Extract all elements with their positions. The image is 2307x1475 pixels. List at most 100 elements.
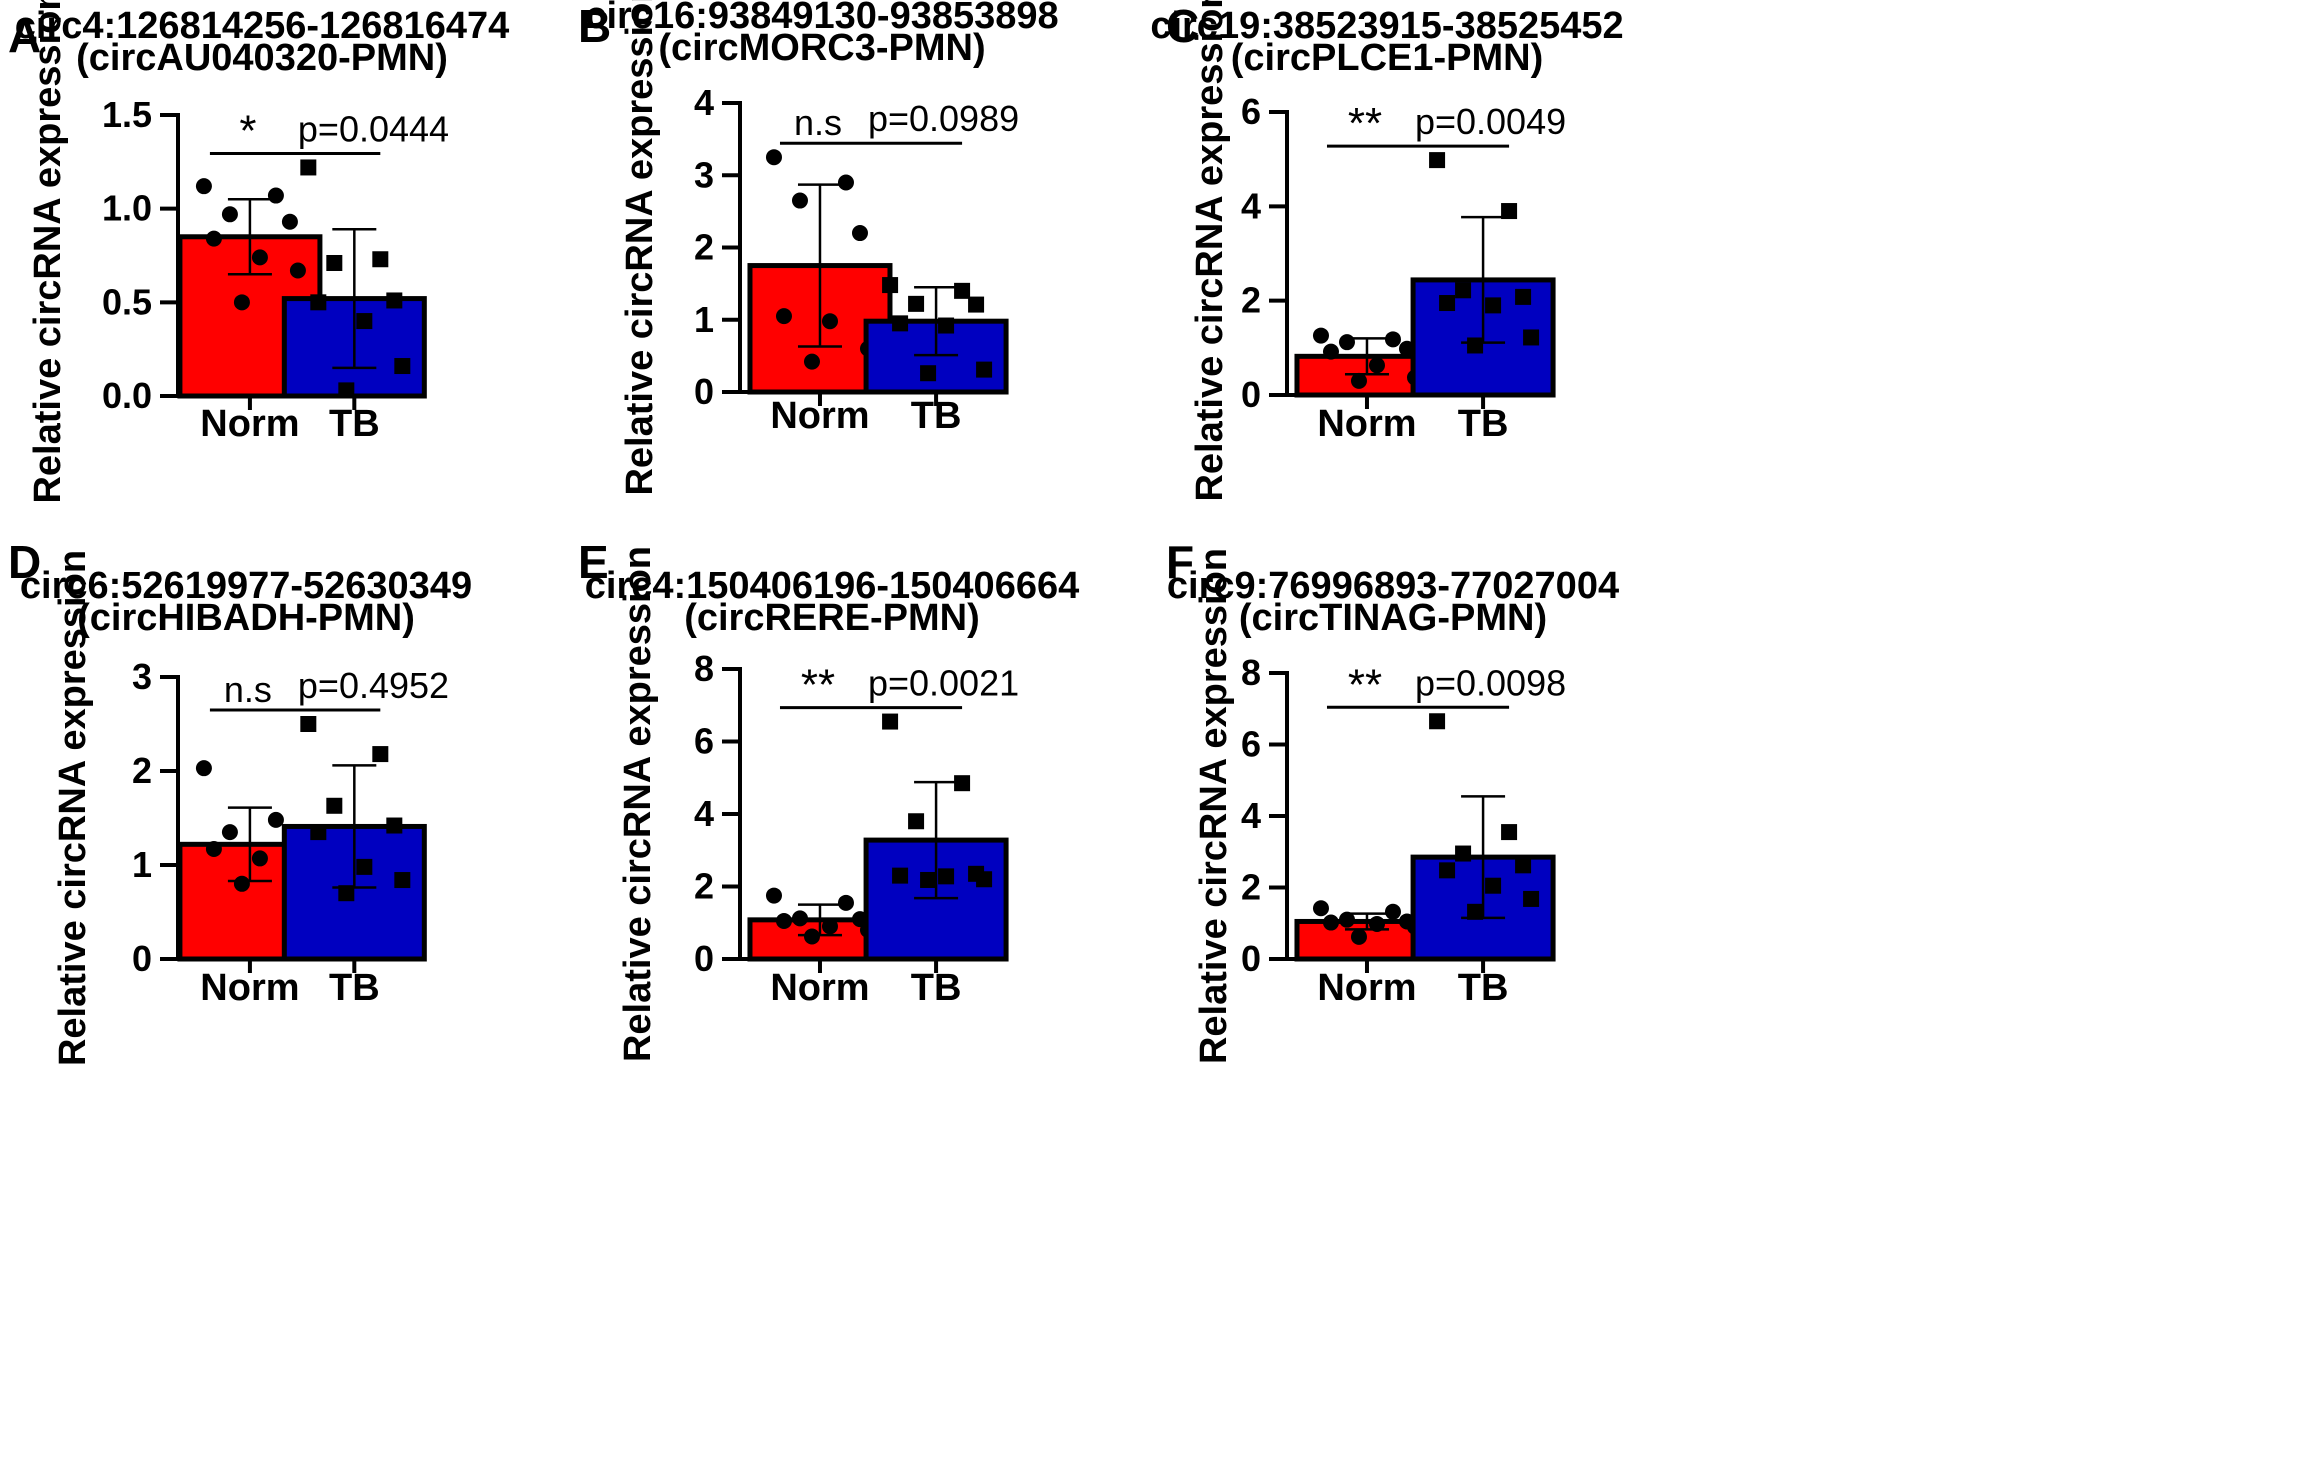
p-value: p=0.4952	[298, 665, 449, 706]
y-tick-label: 4	[1241, 795, 1261, 836]
data-point-norm	[791, 192, 808, 209]
y-tick-label: 4	[694, 82, 714, 123]
data-point-norm	[221, 206, 238, 223]
data-point-norm	[289, 262, 306, 279]
y-tick-label: 1.5	[102, 94, 152, 135]
data-point-tb	[920, 871, 937, 888]
y-tick-label: 6	[1241, 724, 1261, 765]
data-point-tb	[1439, 295, 1456, 312]
data-point-tb	[300, 159, 317, 176]
significance-mark: **	[1348, 99, 1382, 148]
data-point-norm	[765, 149, 782, 166]
data-point-tb	[1515, 288, 1532, 305]
data-point-norm	[837, 894, 854, 911]
significance-mark: n.s	[224, 669, 272, 710]
data-point-norm	[775, 308, 792, 325]
chart-title: circ4:126814256-126816474	[15, 5, 509, 47]
p-value: p=0.0098	[1415, 662, 1566, 703]
x-tick-label: Norm	[1317, 967, 1416, 1009]
data-point-tb	[1467, 903, 1484, 920]
y-tick-label: 0	[1241, 374, 1261, 415]
data-point-norm	[1350, 928, 1367, 945]
data-point-tb	[386, 292, 403, 309]
panel-letter: A	[8, 10, 41, 62]
y-tick-label: 6	[694, 721, 714, 762]
x-tick-label: TB	[329, 967, 380, 1009]
y-tick-label: 0.5	[102, 281, 152, 322]
data-point-norm	[1384, 331, 1401, 348]
data-point-tb	[968, 296, 985, 313]
significance-mark: **	[1348, 660, 1382, 709]
chart-title: circ9:76996893-77027004	[1167, 565, 1619, 607]
chart-title: circ16:93849130-93853898	[585, 0, 1058, 37]
x-tick-label: TB	[911, 967, 962, 1009]
data-point-tb	[938, 317, 955, 334]
data-point-norm	[205, 230, 222, 247]
data-point-tb	[1429, 152, 1446, 169]
data-point-tb	[310, 294, 327, 311]
data-point-norm	[1312, 327, 1329, 344]
data-point-norm	[765, 887, 782, 904]
chart-title: circ4:150406196-150406664	[585, 565, 1079, 607]
data-point-norm	[1368, 915, 1385, 932]
y-tick-label: 3	[694, 154, 714, 195]
data-point-norm	[803, 353, 820, 370]
data-point-tb	[372, 251, 389, 268]
data-point-tb	[954, 282, 971, 299]
p-value: p=0.0021	[868, 663, 1019, 704]
chart-subtitle: (circPLCE1-PMN)	[1231, 37, 1544, 79]
data-point-norm	[1322, 343, 1339, 360]
data-point-norm	[233, 875, 250, 892]
y-tick-label: 6	[1241, 91, 1261, 132]
y-tick-label: 4	[1241, 185, 1261, 226]
x-tick-label: Norm	[770, 967, 869, 1009]
chart-panel-d: Dcirc6:52619977-52630349(circHIBADH-PMN)…	[8, 536, 472, 1066]
y-tick-label: 2	[1241, 280, 1261, 321]
data-point-norm	[791, 910, 808, 927]
y-tick-label: 1	[132, 844, 152, 885]
data-point-tb	[1523, 329, 1540, 346]
chart-subtitle: (circMORC3-PMN)	[658, 27, 985, 69]
panel-letter: C	[1166, 0, 1199, 52]
data-point-norm	[195, 760, 212, 777]
data-point-tb	[1429, 713, 1446, 730]
data-point-tb	[1485, 297, 1502, 314]
data-point-tb	[908, 813, 925, 830]
y-axis-label: Relative circRNA expression	[617, 546, 659, 1062]
x-tick-label: Norm	[1317, 403, 1416, 445]
y-tick-label: 0	[694, 938, 714, 979]
y-tick-label: 8	[694, 648, 714, 689]
y-tick-label: 2	[694, 227, 714, 268]
y-tick-label: 0	[132, 938, 152, 979]
y-tick-label: 8	[1241, 652, 1261, 693]
y-tick-label: 3	[132, 656, 152, 697]
chart-subtitle: (circHIBADH-PMN)	[77, 597, 415, 639]
panel-letter: F	[1166, 536, 1194, 588]
data-point-tb	[300, 716, 317, 732]
data-point-norm	[1322, 914, 1339, 931]
p-value: p=0.0049	[1415, 101, 1566, 142]
data-point-tb	[1455, 845, 1472, 862]
data-point-tb	[310, 824, 327, 841]
data-point-norm	[251, 249, 268, 266]
data-point-tb	[338, 885, 355, 902]
data-point-norm	[851, 225, 868, 242]
panel-letter: B	[578, 0, 611, 52]
p-value: p=0.0989	[868, 98, 1019, 139]
data-point-norm	[1368, 357, 1385, 374]
data-point-norm	[281, 213, 298, 230]
data-point-norm	[233, 294, 250, 311]
data-point-norm	[821, 918, 838, 935]
y-tick-label: 2	[694, 866, 714, 907]
data-point-norm	[821, 313, 838, 330]
data-point-tb	[976, 361, 993, 378]
data-point-norm	[267, 811, 284, 828]
data-point-norm	[803, 928, 820, 945]
data-point-tb	[1501, 203, 1518, 220]
y-tick-label: 4	[694, 793, 714, 834]
data-point-tb	[1485, 877, 1502, 894]
y-tick-label: 0.0	[102, 375, 152, 416]
data-point-tb	[938, 868, 955, 885]
data-point-tb	[954, 775, 971, 792]
data-point-tb	[326, 254, 343, 271]
